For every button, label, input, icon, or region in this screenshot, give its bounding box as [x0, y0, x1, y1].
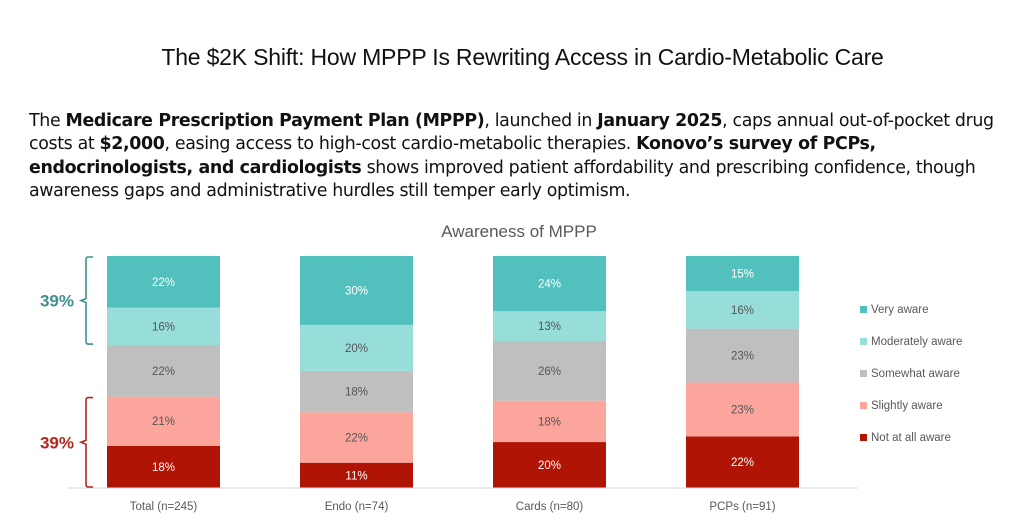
x-tick-label: Total (n=245) — [130, 501, 198, 513]
bar-segment-moderately-aware — [686, 291, 799, 329]
legend-label: Slightly aware — [871, 400, 943, 412]
intro-text: , launched in — [484, 111, 598, 131]
data-label: 11% — [345, 470, 367, 482]
data-label: 13% — [538, 321, 561, 333]
legend-swatch — [860, 402, 867, 409]
bar-segment-somewhat-aware — [107, 345, 220, 397]
data-label: 22% — [345, 432, 368, 444]
legend-item-not-at-all-aware: Not at all aware — [860, 432, 951, 444]
data-label: 22% — [152, 366, 175, 378]
bracket-annotation: 39% — [40, 396, 93, 488]
bar-total-n-245: 18% 21% 22% 16% 22% — [107, 256, 220, 488]
bar-segment-not-at-all-aware — [300, 462, 413, 488]
page-title: The $2K Shift: How MPPP Is Rewriting Acc… — [161, 44, 884, 70]
bar-segment-not-at-all-aware — [107, 445, 220, 488]
data-label: 18% — [152, 462, 175, 474]
legend-label: Moderately aware — [871, 336, 962, 348]
data-label: 20% — [345, 343, 368, 355]
bracket-icon — [78, 256, 93, 345]
intro-emphasis: $2,000 — [99, 134, 165, 155]
legend-swatch — [860, 370, 867, 377]
annotations: 39% 39% — [40, 256, 93, 488]
bracket-label: 39% — [40, 292, 74, 311]
data-label: 22% — [731, 457, 754, 469]
bar-segment-very-aware — [107, 256, 220, 308]
bar-segment-moderately-aware — [493, 311, 606, 341]
data-label: 24% — [538, 279, 561, 291]
legend-item-somewhat-aware: Somewhat aware — [860, 368, 960, 380]
legend-item-very-aware: Very aware — [860, 304, 929, 316]
bar-endo-n-74: 11% 22% 18% 20% 30% — [300, 256, 413, 488]
data-label: 23% — [731, 351, 754, 363]
bar-segment-slightly-aware — [107, 396, 220, 446]
bar-pcps-n-91: 22% 23% 23% 16% 15% — [686, 256, 799, 488]
intro-text: , caps annual out-of-pocket drug costs a… — [29, 111, 994, 155]
x-tick-label: PCPs (n=91) — [709, 501, 775, 513]
bracket-annotation: 39% — [40, 256, 93, 345]
legend: Very aware Moderately aware Somewhat aware… — [860, 304, 962, 444]
bracket-icon — [78, 396, 93, 488]
data-label: 22% — [152, 277, 175, 289]
data-label: 20% — [538, 460, 561, 472]
data-label: 18% — [538, 416, 561, 428]
bar-segment-somewhat-aware — [686, 328, 799, 383]
bar-segment-somewhat-aware — [493, 340, 606, 401]
bar-segment-slightly-aware — [300, 412, 413, 463]
chart-title: Awareness of MPPP — [441, 222, 597, 241]
bar-segment-not-at-all-aware — [493, 442, 606, 488]
intro-text: , easing access to high-cost cardio-meta… — [164, 134, 637, 155]
legend-swatch — [860, 338, 867, 345]
data-label: 23% — [731, 404, 754, 416]
legend-label: Not at all aware — [871, 432, 951, 444]
bar-segment-somewhat-aware — [300, 370, 413, 413]
intro-emphasis: Konovo’s survey of PCPs, endocrinologist… — [29, 134, 876, 178]
bar-segment-slightly-aware — [493, 400, 606, 443]
bar-segment-moderately-aware — [107, 307, 220, 346]
x-tick-label: Cards (n=80) — [516, 501, 584, 513]
intro-paragraph: The Medicare Prescription Payment Plan (… — [29, 110, 1004, 204]
data-label: 21% — [152, 416, 175, 428]
x-tick-label: Endo (n=74) — [325, 501, 389, 513]
intro-emphasis: January 2025 — [597, 111, 723, 131]
legend-swatch — [860, 434, 867, 441]
bar-segment-very-aware — [493, 256, 606, 312]
x-axis-labels: Total (n=245) Endo (n=74) Cards (n=80) PCPs… — [130, 501, 776, 513]
data-label: 26% — [538, 366, 561, 378]
intro-text: The — [29, 111, 66, 131]
bar-segment-not-at-all-aware — [686, 436, 799, 488]
intro-text: shows improved patient affordability and… — [29, 157, 976, 202]
data-label: 16% — [152, 321, 175, 333]
bar-segment-moderately-aware — [300, 324, 413, 371]
intro-emphasis: Medicare Prescription Payment Plan (MPPP… — [65, 111, 485, 131]
legend-item-moderately-aware: Moderately aware — [860, 336, 962, 348]
legend-item-slightly-aware: Slightly aware — [860, 400, 943, 412]
bar-segment-very-aware — [300, 256, 413, 325]
bar-segment-very-aware — [686, 256, 799, 292]
data-label: 15% — [731, 269, 754, 281]
data-label: 30% — [345, 285, 368, 297]
bracket-label: 39% — [40, 433, 74, 452]
legend-swatch — [860, 306, 867, 313]
data-label: 18% — [345, 387, 368, 399]
data-label: 16% — [731, 305, 754, 317]
legend-label: Very aware — [871, 304, 929, 316]
legend-label: Somewhat aware — [871, 368, 960, 380]
bar-segment-slightly-aware — [686, 382, 799, 437]
bars-group: 18% 21% 22% 16% 22% 11% 22% 18% 20% 30% 20% 18% 26% 1… — [107, 256, 799, 488]
bar-cards-n-80: 20% 18% 26% 13% 24% — [493, 256, 606, 488]
